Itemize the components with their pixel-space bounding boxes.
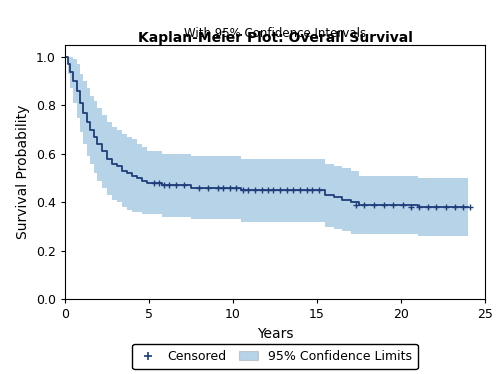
Title: Kaplan-Meier Plot: Overall Survival: Kaplan-Meier Plot: Overall Survival — [138, 31, 412, 45]
Y-axis label: Survival Probability: Survival Probability — [16, 105, 30, 239]
Legend: Censored, 95% Confidence Limits: Censored, 95% Confidence Limits — [132, 344, 418, 369]
X-axis label: Years: Years — [257, 327, 293, 341]
Text: With 95% Confidence Intervals: With 95% Confidence Intervals — [184, 27, 366, 40]
